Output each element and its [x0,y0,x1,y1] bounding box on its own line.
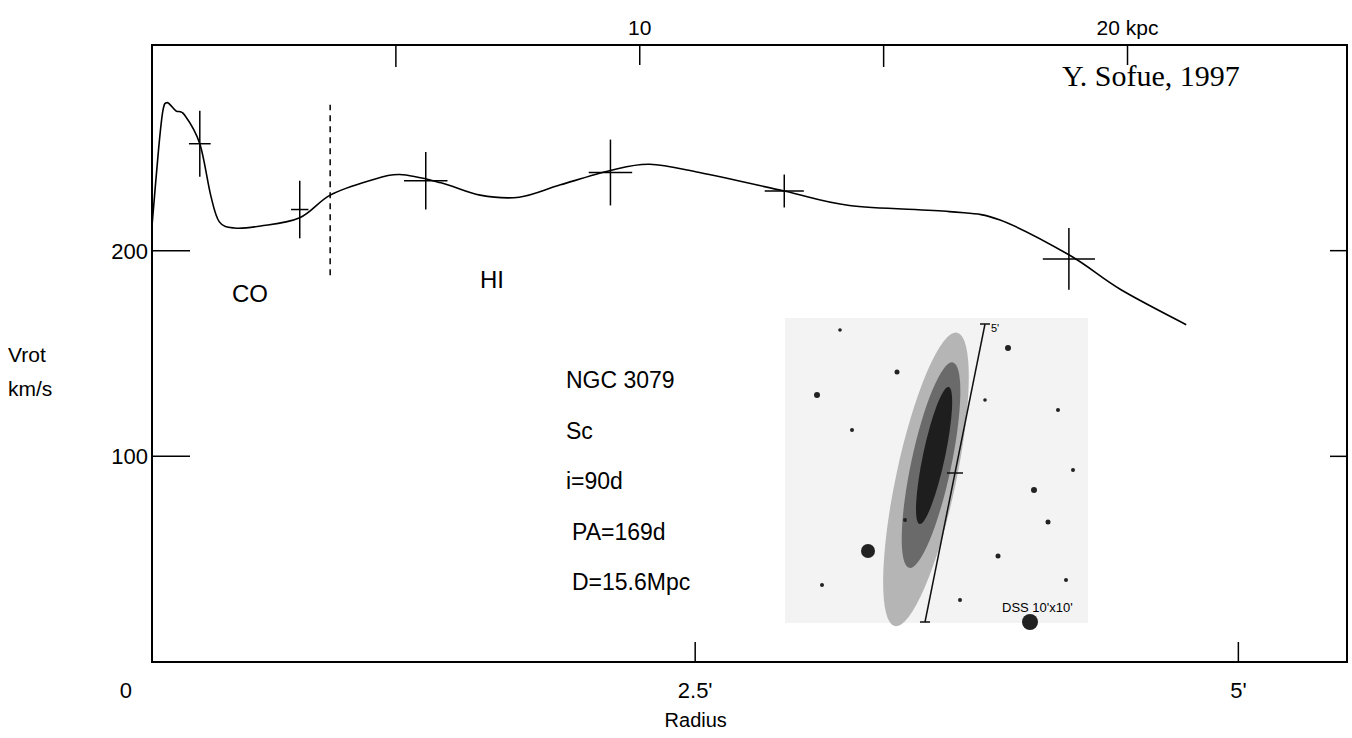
inset-scale-label: 5' [991,322,999,334]
chart: 0 2.5' 5' 10 20 kpc 100 200 Radius Vrot km/s Y. So… [0,0,1352,738]
star [903,518,907,522]
y-tick [152,456,190,458]
error-bar-x [189,143,211,145]
error-bar-x [765,190,804,192]
star [838,328,842,332]
y-tick [152,250,190,252]
y-tick-right [1330,250,1347,252]
x2-tick-label: 20 kpc [1097,16,1159,39]
y-tick-label: 200 [111,239,148,264]
star [850,428,854,432]
error-bar-x [404,180,447,182]
star [1071,468,1075,472]
star [958,598,962,602]
info-text: D=15.6Mpc [572,569,690,595]
x-tick [151,642,153,662]
star [861,544,875,558]
info-text: PA=169d [572,519,666,545]
error-bar-x [291,209,308,211]
x2-minor-tick [883,45,885,67]
plot-marks [152,103,1186,325]
annotation: Y. Sofue, 1997 [1062,59,1240,92]
inset-image [785,318,1088,632]
slit-end [920,621,930,623]
galaxy-disk [890,358,973,572]
star [1064,578,1068,582]
star [983,398,987,402]
x-tick-label: 2.5' [678,678,713,703]
x2-tick [639,45,641,65]
y-tick-label: 100 [111,444,148,469]
x-tick-label: 5' [1230,678,1246,703]
divider-line [329,105,331,276]
info-text: NGC 3079 [566,367,675,393]
star [1031,487,1037,493]
error-bar-x [1043,258,1095,260]
galaxy-core [909,385,960,527]
star [814,392,820,398]
star [1046,520,1051,525]
rotation-curve [152,103,1186,325]
x2-tick-label: 10 [628,16,651,39]
annotation: HI [480,266,504,293]
star [1005,345,1011,351]
x-tick [694,642,696,662]
y-axis-title: Vrot [8,343,46,366]
star [895,370,900,375]
star [820,583,824,587]
info-text: Sc [566,418,593,444]
error-bar-x [589,172,632,174]
x-tick [1238,642,1240,662]
annotation: CO [232,280,268,307]
star [996,554,1001,559]
galaxy-halo [865,326,986,632]
x-tick-label: 0 [120,678,132,703]
slit-end [980,323,990,325]
slit-center [947,472,963,474]
slit-line [925,324,985,622]
star [1022,614,1038,630]
galaxy [865,326,986,632]
x2-minor-tick [395,45,397,67]
x-axis-title: Radius [665,709,727,731]
plot-frame [152,45,1347,662]
y-axis-title: km/s [8,377,52,400]
info-text: i=90d [566,468,623,494]
star [1056,408,1060,412]
y-tick-right [1330,456,1347,458]
inset-label: DSS 10'x10' [1002,600,1073,615]
